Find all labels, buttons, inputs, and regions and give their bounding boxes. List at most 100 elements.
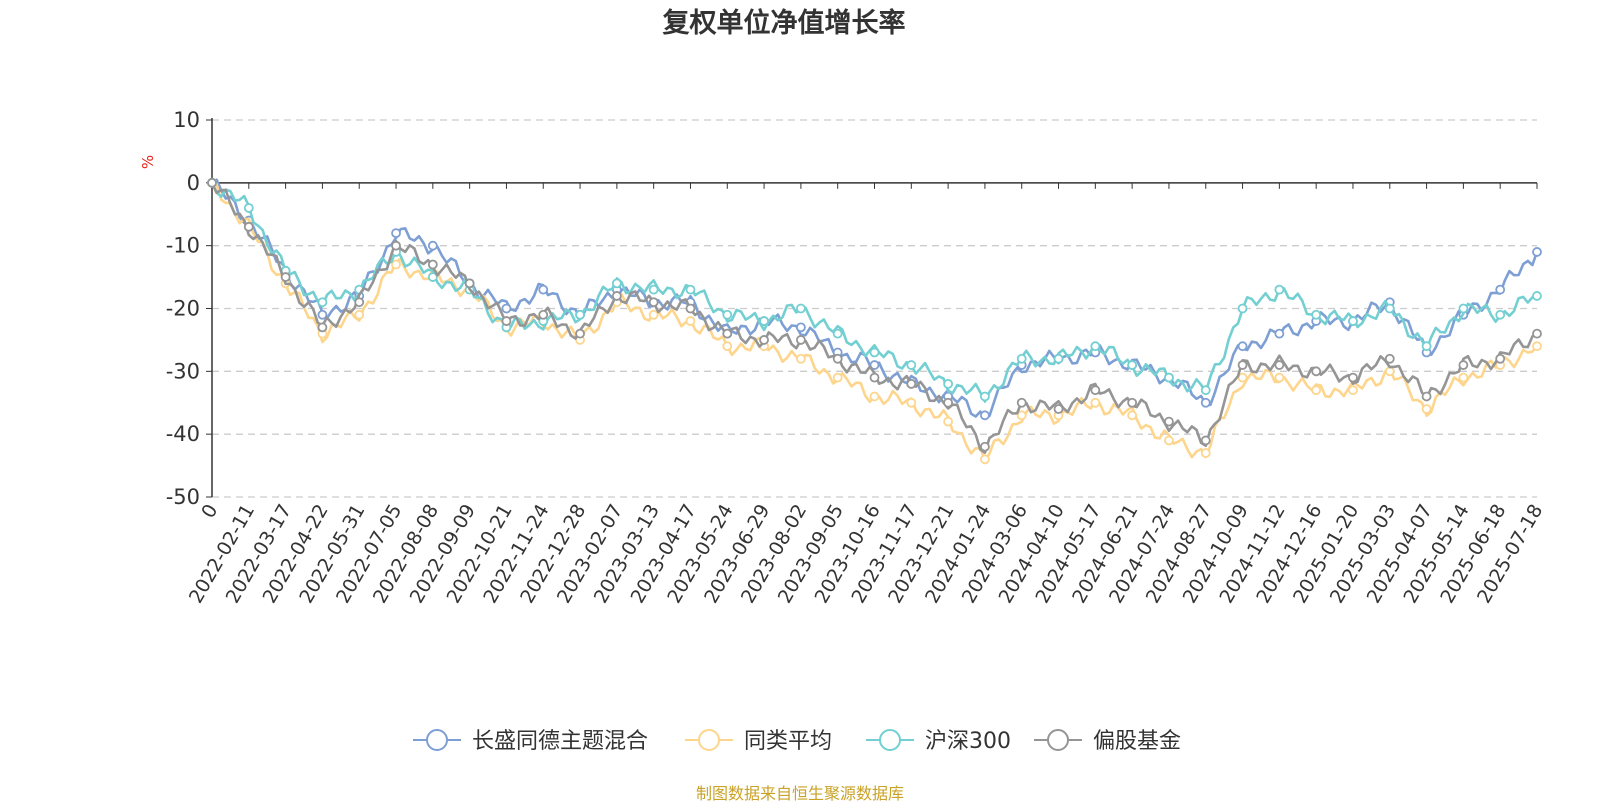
data-point [1200, 397, 1211, 408]
data-point [1164, 372, 1174, 383]
data-point [1532, 291, 1542, 301]
data-point [1311, 385, 1322, 396]
data-point [391, 240, 401, 251]
data-point [869, 347, 880, 358]
data-point [1458, 303, 1469, 314]
data-point [1090, 397, 1101, 408]
data-point [869, 360, 880, 370]
data-point [648, 284, 659, 295]
data-point [1053, 353, 1064, 364]
data-point [207, 177, 217, 188]
data-point [980, 410, 990, 421]
data-point [869, 391, 880, 402]
data-point [795, 303, 806, 314]
data-point [1090, 341, 1101, 352]
data-point [1421, 341, 1432, 352]
data-point [1384, 303, 1395, 314]
data-point [427, 259, 438, 270]
data-point [427, 240, 438, 251]
data-point [1348, 372, 1358, 383]
data-point [611, 291, 622, 301]
data-point [943, 397, 954, 408]
y-tick-label: -40 [166, 422, 200, 446]
data-point [354, 297, 365, 308]
data-point [1016, 410, 1027, 421]
legend-label: 沪深300 [925, 729, 1011, 754]
y-tick-label: -30 [166, 359, 200, 383]
data-point [1274, 284, 1285, 295]
legend-marker [698, 729, 720, 751]
data-point [501, 303, 512, 314]
data-point [1532, 328, 1542, 339]
data-point [980, 391, 990, 402]
data-point [427, 272, 438, 282]
data-point [943, 378, 954, 389]
data-point [317, 297, 328, 308]
y-tick-label: -50 [166, 485, 200, 509]
data-point [1053, 404, 1064, 414]
data-point [722, 341, 733, 352]
data-point [722, 309, 733, 320]
legend-label: 同类平均 [744, 729, 832, 754]
data-point [1458, 360, 1469, 370]
series-line [211, 181, 1538, 462]
y-tick-label: 0 [187, 171, 200, 195]
data-point [464, 278, 475, 289]
grid-lines [212, 119, 1537, 498]
data-point [1016, 397, 1027, 408]
legend-marker [879, 729, 901, 751]
data-point [1200, 448, 1211, 458]
data-point [1237, 372, 1248, 383]
data-point [575, 309, 585, 320]
data-point [906, 378, 917, 389]
data-point [1495, 284, 1506, 295]
data-point [243, 221, 254, 232]
data-point [1384, 353, 1395, 364]
data-point [722, 328, 733, 339]
data-point [611, 278, 622, 289]
axes: 100-10-20-30-40-5002022-02-112022-03-172… [166, 108, 1548, 607]
data-point [1532, 247, 1542, 257]
data-point [317, 309, 328, 320]
data-point [795, 353, 806, 364]
data-point [685, 316, 696, 326]
data-point [648, 297, 659, 308]
data-point [1127, 410, 1138, 421]
data-point [832, 353, 843, 364]
data-point [317, 322, 328, 333]
data-point [980, 441, 990, 452]
data-point [1274, 328, 1285, 339]
data-source-note: 制图数据来自恒生聚源数据库 [695, 784, 904, 803]
data-point [354, 309, 365, 320]
data-point [795, 322, 806, 333]
data-point [1495, 309, 1506, 320]
data-point [243, 203, 254, 213]
data-point [980, 454, 990, 465]
data-point [1237, 360, 1248, 370]
data-point [391, 259, 401, 270]
data-point [501, 316, 512, 326]
data-point [538, 309, 549, 320]
data-point [1237, 341, 1248, 352]
data-point [1274, 360, 1285, 370]
data-point [1127, 360, 1138, 370]
series-lines [207, 177, 1542, 465]
data-point [906, 360, 917, 370]
data-point [1532, 341, 1542, 352]
data-point [685, 284, 696, 295]
data-point [1164, 416, 1174, 427]
data-point [795, 335, 806, 345]
y-axis-unit-label: % [139, 155, 157, 169]
data-point [391, 228, 401, 239]
legend-marker [1047, 729, 1069, 751]
data-point [1274, 372, 1285, 383]
data-point [943, 416, 954, 427]
data-point [1421, 404, 1432, 414]
y-tick-label: 10 [173, 108, 200, 132]
data-point [1200, 435, 1211, 446]
data-point [1458, 372, 1469, 383]
data-point [685, 303, 696, 314]
legend-label: 偏股基金 [1093, 729, 1181, 754]
